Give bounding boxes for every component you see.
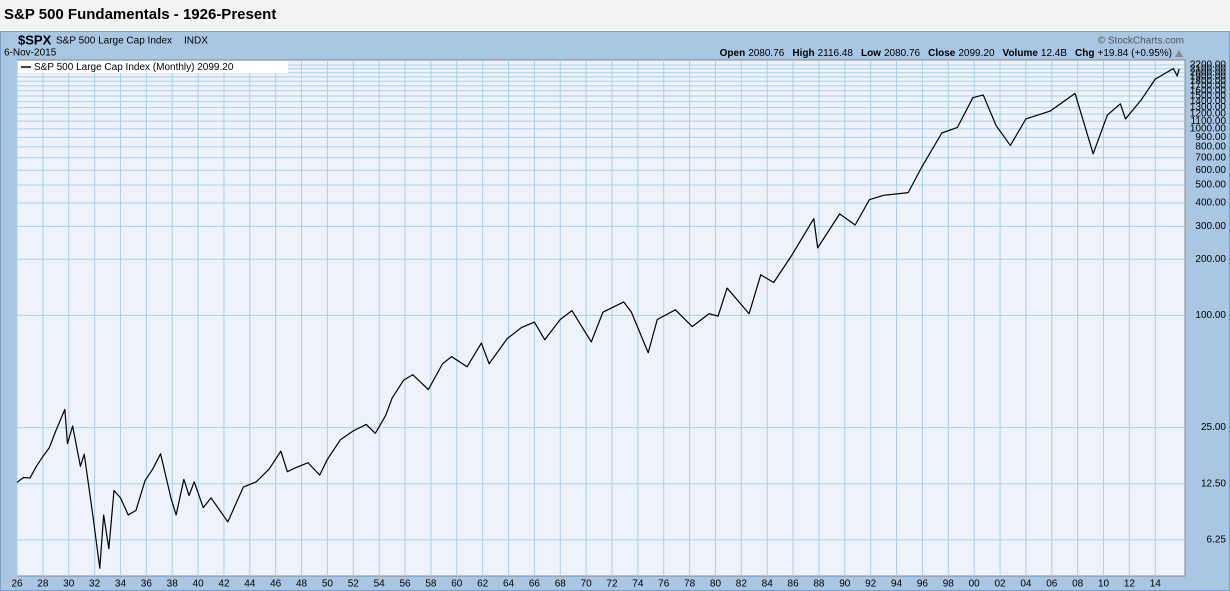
y-tick-label: 400.00 — [1195, 198, 1226, 209]
quote-value: 2080.76 — [884, 48, 921, 59]
quote-value: 2080.76 — [748, 48, 785, 59]
credit: © StockCharts.com — [1098, 36, 1184, 47]
quote: Open 2080.76 High 2116.48 Low 2080.76 Close 209… — [720, 48, 1172, 59]
x-tick-label: 84 — [762, 579, 774, 590]
y-tick-label: 700.00 — [1195, 152, 1226, 163]
y-tick-label: 1600.00 — [1190, 85, 1227, 96]
x-tick-label: 56 — [399, 579, 411, 590]
x-tick-label: 80 — [710, 579, 722, 590]
x-tick-label: 28 — [37, 579, 49, 590]
x-tick-label: 68 — [555, 579, 567, 590]
x-tick-label: 38 — [167, 579, 179, 590]
y-tick-label: 1300.00 — [1190, 102, 1227, 113]
x-tick-label: 50 — [322, 579, 334, 590]
legend-label: S&P 500 Large Cap Index (Monthly) — [34, 62, 194, 73]
x-tick-label: 46 — [270, 579, 282, 590]
quote-label: High — [792, 48, 814, 59]
page-title: S&P 500 Fundamentals - 1926-Present — [4, 6, 276, 23]
x-tick-label: 82 — [736, 579, 748, 590]
price-line — [16, 67, 1180, 569]
x-tick-label: 06 — [1046, 579, 1058, 590]
x-tick-label: 76 — [658, 579, 670, 590]
x-tick-label: 60 — [451, 579, 463, 590]
x-tick-label: 32 — [89, 579, 101, 590]
x-tick-label: 86 — [788, 579, 800, 590]
x-tick-label: 04 — [1020, 579, 1032, 590]
x-tick-label: 66 — [529, 579, 541, 590]
x-tick-label: 14 — [1150, 579, 1162, 590]
x-tick-label: 52 — [348, 579, 360, 590]
x-tick-label: 62 — [477, 579, 489, 590]
legend — [18, 61, 288, 73]
y-tick-label: 1500.00 — [1190, 91, 1227, 102]
quote-value: 2099.20 — [958, 48, 995, 59]
index-name: S&P 500 Large Cap Index — [56, 36, 172, 47]
change-arrow — [1175, 50, 1183, 57]
y-tick-label: 1000.00 — [1190, 123, 1227, 134]
y-tick-label: 2100.00 — [1190, 63, 1227, 74]
x-tick-label: 02 — [994, 579, 1006, 590]
x-tick-label: 26 — [11, 579, 23, 590]
exchange: INDX — [184, 36, 208, 47]
legend-value: 2099.20 — [197, 62, 234, 73]
quote-label: Open — [720, 48, 746, 59]
x-tick-label: 36 — [141, 579, 153, 590]
y-tick-label: 600.00 — [1195, 165, 1226, 176]
x-tick-label: 00 — [969, 579, 981, 590]
y-tick-label: 1800.00 — [1190, 76, 1227, 87]
y-tick-label: 1400.00 — [1190, 96, 1227, 107]
quote-value: +19.84 (+0.95%) — [1098, 48, 1173, 59]
y-tick-label: 2000.00 — [1190, 67, 1227, 78]
x-tick-label: 90 — [839, 579, 851, 590]
x-tick-label: 40 — [193, 579, 205, 590]
x-tick-label: 08 — [1072, 579, 1084, 590]
x-tick-label: 96 — [917, 579, 929, 590]
x-tick-label: 94 — [891, 579, 903, 590]
x-tick-label: 42 — [218, 579, 230, 590]
y-tick-label: 2200.00 — [1190, 60, 1227, 71]
quote-value: 2116.48 — [818, 48, 854, 59]
y-tick-label: 1700.00 — [1190, 81, 1227, 92]
quote-value: 12.4B — [1041, 48, 1067, 59]
date: 6-Nov-2015 — [4, 48, 57, 59]
title-bar — [0, 0, 1230, 30]
y-tick-label: 100.00 — [1195, 310, 1226, 321]
quote-label: Volume — [1003, 48, 1039, 59]
x-tick-label: 10 — [1098, 579, 1110, 590]
y-tick-label: 500.00 — [1195, 180, 1226, 191]
quote-label: Close — [928, 48, 956, 59]
y-tick-label: 1900.00 — [1190, 72, 1227, 83]
x-tick-label: 78 — [684, 579, 696, 590]
x-tick-label: 30 — [63, 579, 75, 590]
y-tick-label: 300.00 — [1195, 221, 1226, 232]
y-tick-label: 1100.00 — [1191, 116, 1227, 127]
x-tick-label: 54 — [374, 579, 386, 590]
x-tick-label: 72 — [606, 579, 618, 590]
y-tick-label: 12.50 — [1201, 478, 1226, 489]
y-tick-label: 1200.00 — [1190, 109, 1227, 120]
symbol: $SPX — [18, 32, 52, 47]
x-tick-label: 34 — [115, 579, 127, 590]
y-tick-label: 900.00 — [1195, 132, 1226, 143]
x-tick-label: 44 — [244, 579, 256, 590]
x-tick-label: 88 — [813, 579, 825, 590]
x-tick-label: 70 — [581, 579, 593, 590]
y-tick-label: 6.25 — [1207, 534, 1227, 545]
x-tick-label: 92 — [865, 579, 877, 590]
legend-entry: S&P 500 Large Cap Index (Monthly) 2099.2… — [34, 62, 234, 73]
x-tick-label: 58 — [425, 579, 437, 590]
y-tick-label: 800.00 — [1195, 142, 1226, 153]
y-tick-label: 200.00 — [1195, 254, 1226, 265]
x-tick-label: 12 — [1124, 579, 1136, 590]
quote-label: Chg — [1075, 48, 1094, 59]
x-tick-label: 48 — [296, 579, 308, 590]
y-tick-label: 25.00 — [1201, 422, 1226, 433]
x-tick-label: 98 — [943, 579, 955, 590]
x-tick-label: 74 — [632, 579, 644, 590]
quote-label: Low — [861, 48, 881, 59]
x-tick-label: 64 — [503, 579, 515, 590]
